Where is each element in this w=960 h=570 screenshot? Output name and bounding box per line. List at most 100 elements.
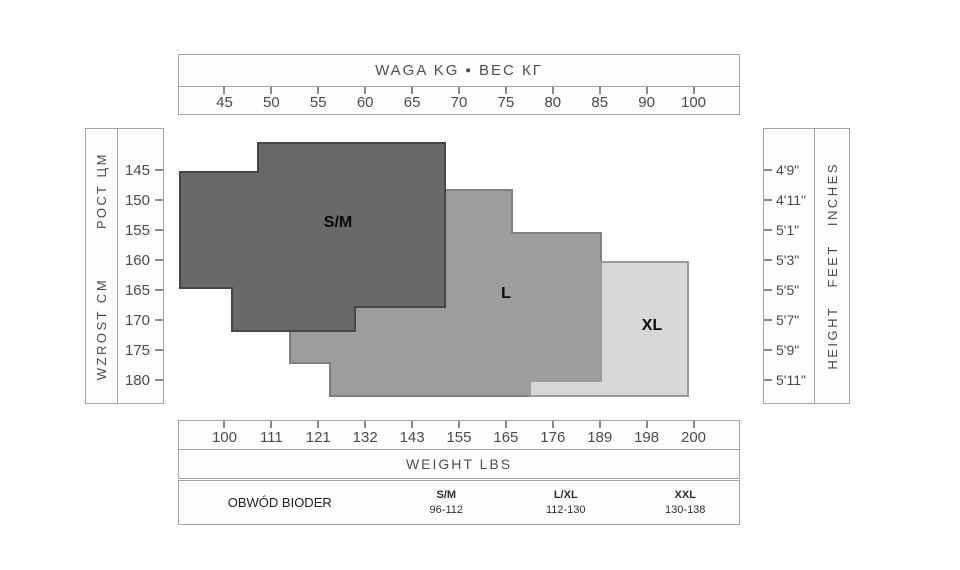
tick-label: 85 — [591, 94, 609, 111]
top-axis-tick: 60 — [342, 87, 389, 114]
tick-mark — [764, 259, 772, 261]
tick-mark — [692, 87, 695, 94]
tick-label: 80 — [544, 94, 562, 111]
tick-label: 70 — [450, 94, 468, 111]
top-axis-tick: 70 — [436, 87, 483, 114]
top-axis-title: WAGA KG ▪ ВЕС КГ — [178, 54, 740, 87]
tick-label: 4'11" — [776, 192, 806, 208]
right-axis-tick: 5'11" — [764, 365, 814, 395]
tick-mark — [411, 87, 414, 94]
tick-label: 132 — [352, 429, 378, 446]
tick-label: 160 — [124, 251, 150, 269]
top-axis-tick: 50 — [248, 87, 295, 114]
left-axis-tick: 145 — [118, 155, 163, 185]
tick-mark — [598, 421, 601, 428]
right-axis-tick: 5'1" — [764, 215, 814, 245]
tick-label: 145 — [124, 161, 150, 179]
top-axis-tick: 45 — [201, 87, 248, 114]
tick-mark — [270, 421, 273, 428]
size-region-label-xl: XL — [642, 317, 663, 334]
hip-size-range: 112-130 — [545, 503, 586, 516]
tick-label: 175 — [124, 341, 150, 359]
tick-mark — [764, 379, 772, 381]
size-region-l — [289, 189, 602, 397]
bottom-axis-ticks: 100 111 121 132 143 155 165 176 189 198 200 — [178, 420, 740, 450]
tick-label: 5'11" — [776, 372, 806, 388]
tick-mark — [155, 289, 163, 291]
right-axis-tick: 5'9" — [764, 335, 814, 365]
bottom-axis-title: WEIGHT LBS — [178, 449, 740, 479]
left-axis-tick: 165 — [118, 275, 163, 305]
bottom-axis-tick: 155 — [436, 421, 483, 449]
tick-label: 200 — [681, 429, 707, 446]
left-axis-tick: 155 — [118, 215, 163, 245]
left-axis-title: WZROST CM РОСТ ЦМ — [94, 151, 109, 381]
size-region-label-sm: S/M — [324, 214, 352, 231]
tick-label: 143 — [399, 429, 425, 446]
tick-label: 65 — [403, 94, 421, 111]
hip-size-name: L/XL — [553, 489, 578, 502]
tick-mark — [551, 421, 554, 428]
tick-mark — [764, 229, 772, 231]
tick-mark — [504, 87, 507, 94]
tick-mark — [223, 87, 226, 94]
tick-mark — [645, 87, 648, 94]
tick-mark — [551, 87, 554, 94]
right-axis-tick: 5'3" — [764, 245, 814, 275]
tick-label: 176 — [540, 429, 566, 446]
tick-mark — [764, 289, 772, 291]
left-axis-tick: 160 — [118, 245, 163, 275]
tick-mark — [764, 169, 772, 171]
tick-mark — [155, 229, 163, 231]
left-axis-tick: 170 — [118, 305, 163, 335]
bottom-axis-tick: 132 — [342, 421, 389, 449]
tick-mark — [598, 87, 601, 94]
tick-mark — [223, 421, 226, 428]
tick-label: 111 — [259, 429, 283, 446]
bottom-axis-tick: 100 — [201, 421, 248, 449]
tick-label: 165 — [493, 429, 519, 446]
top-axis-tick: 100 — [670, 87, 717, 114]
top-axis-tick: 85 — [576, 87, 623, 114]
hip-row-label: OBWÓD BIODER — [227, 495, 332, 510]
hip-size-cell: L/XL 112-130 — [512, 488, 619, 517]
tick-label: 100 — [681, 94, 707, 111]
tick-mark — [411, 421, 414, 428]
size-region-label-l: L — [501, 285, 511, 302]
tick-label: 155 — [446, 429, 472, 446]
tick-label: 5'9" — [776, 342, 800, 358]
tick-mark — [317, 87, 320, 94]
tick-mark — [155, 349, 163, 351]
tick-label: 155 — [124, 221, 150, 239]
tick-mark — [155, 259, 163, 261]
left-axis-tick: 180 — [118, 365, 163, 395]
tick-mark — [504, 421, 507, 428]
tick-mark — [155, 199, 163, 201]
left-axis-title-box: WZROST CM РОСТ ЦМ — [85, 128, 118, 404]
tick-mark — [270, 87, 273, 94]
bottom-axis-tick: 176 — [529, 421, 576, 449]
tick-mark — [692, 421, 695, 428]
tick-label: 150 — [124, 191, 150, 209]
tick-label: 60 — [356, 94, 374, 111]
tick-mark — [764, 349, 772, 351]
hip-size-name: XXL — [674, 489, 696, 502]
top-axis-tick: 65 — [389, 87, 436, 114]
tick-label: 75 — [497, 94, 515, 111]
bottom-axis-tick: 198 — [623, 421, 670, 449]
hip-size-range: 96-112 — [429, 503, 463, 516]
tick-label: 5'7" — [776, 312, 800, 328]
tick-label: 90 — [638, 94, 655, 111]
tick-mark — [155, 319, 163, 321]
tick-label: 45 — [216, 94, 233, 111]
right-axis-tick: 5'5" — [764, 275, 814, 305]
tick-mark — [764, 319, 772, 321]
tick-label: 100 — [211, 429, 237, 446]
right-axis-title-box: HEIGHT FEET INCHES — [814, 128, 850, 404]
tick-mark — [457, 87, 460, 94]
tick-mark — [155, 169, 163, 171]
bottom-axis-tick: 189 — [576, 421, 623, 449]
size-region-sm — [179, 142, 446, 332]
tick-label: 180 — [124, 371, 150, 389]
